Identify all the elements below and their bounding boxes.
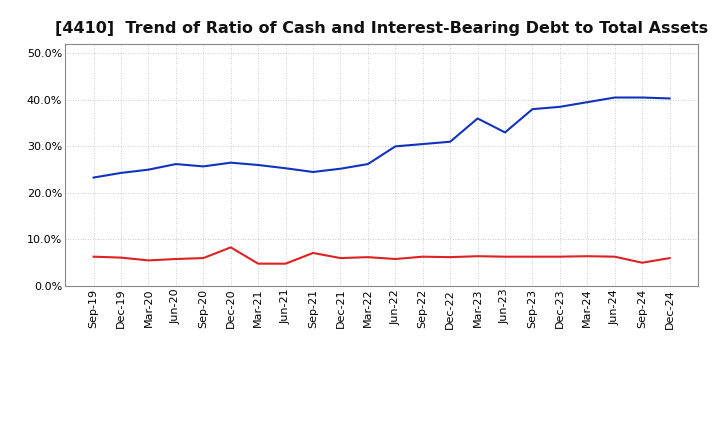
Interest-Bearing Debt [665,96,674,101]
Cash [336,256,345,261]
Interest-Bearing Debt [171,161,180,167]
Interest-Bearing Debt [583,99,592,105]
Cash [144,258,153,263]
Cash [418,254,427,259]
Cash [282,261,290,266]
Cash [391,257,400,262]
Cash [528,254,537,259]
Interest-Bearing Debt [336,166,345,171]
Line: Cash: Cash [94,247,670,264]
Cash [473,253,482,259]
Interest-Bearing Debt [254,162,263,168]
Cash [556,254,564,259]
Interest-Bearing Debt [528,106,537,112]
Cash [254,261,263,266]
Title: [4410]  Trend of Ratio of Cash and Interest-Bearing Debt to Total Assets: [4410] Trend of Ratio of Cash and Intere… [55,21,708,36]
Interest-Bearing Debt [391,144,400,149]
Cash [583,253,592,259]
Cash [117,255,125,260]
Interest-Bearing Debt [199,164,207,169]
Cash [89,254,98,259]
Cash [226,245,235,250]
Cash [171,257,180,262]
Cash [665,256,674,261]
Interest-Bearing Debt [117,170,125,176]
Cash [446,254,454,260]
Interest-Bearing Debt [364,161,372,167]
Cash [638,260,647,265]
Cash [364,254,372,260]
Interest-Bearing Debt [473,116,482,121]
Cash [500,254,509,259]
Interest-Bearing Debt [144,167,153,172]
Interest-Bearing Debt [226,160,235,165]
Interest-Bearing Debt [309,169,318,175]
Cash [611,254,619,259]
Line: Interest-Bearing Debt: Interest-Bearing Debt [94,98,670,178]
Interest-Bearing Debt [556,104,564,110]
Interest-Bearing Debt [418,141,427,147]
Cash [199,256,207,261]
Interest-Bearing Debt [500,130,509,135]
Interest-Bearing Debt [89,175,98,180]
Interest-Bearing Debt [446,139,454,144]
Interest-Bearing Debt [282,165,290,171]
Interest-Bearing Debt [638,95,647,100]
Cash [309,250,318,256]
Interest-Bearing Debt [611,95,619,100]
